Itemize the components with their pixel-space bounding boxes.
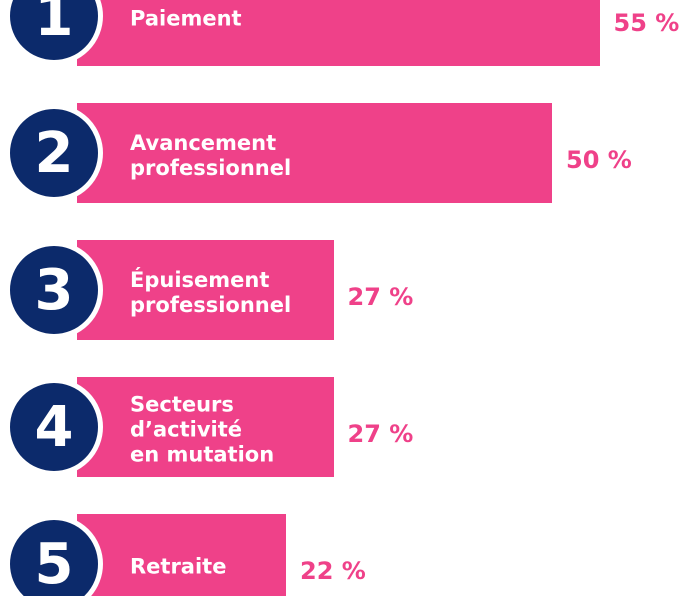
category-label: Épuisement professionnel	[130, 268, 292, 317]
value-label: 22 %	[300, 557, 366, 585]
rank-badge: 5	[5, 515, 103, 596]
category-label: Paiement	[130, 6, 242, 31]
category-label: Secteurs d’activité en mutation	[130, 392, 275, 467]
bar	[77, 377, 334, 477]
category-label: Avancement professionnel	[130, 131, 292, 180]
rank-badge: 3	[5, 241, 103, 339]
bar	[77, 103, 552, 203]
value-label: 27 %	[347, 283, 414, 311]
value-label: 27 %	[347, 420, 414, 448]
bar	[77, 0, 600, 66]
bar	[77, 514, 286, 596]
rank-badge: 2	[5, 104, 103, 202]
value-label: 50 %	[566, 146, 632, 174]
rank-badge: 4	[5, 378, 103, 476]
category-label: Retraite	[130, 554, 227, 579]
bar	[77, 240, 334, 340]
value-label: 55 %	[613, 9, 680, 37]
